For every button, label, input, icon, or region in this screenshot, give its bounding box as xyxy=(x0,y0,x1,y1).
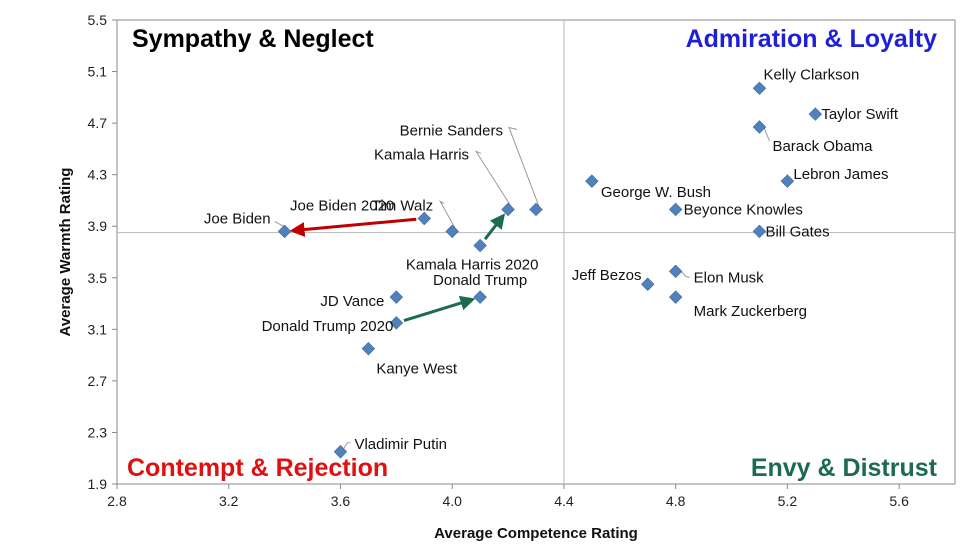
x-tick-label: 2.8 xyxy=(107,493,127,509)
point-label-jd-vance: JD Vance xyxy=(320,293,384,310)
x-tick-label: 5.2 xyxy=(778,493,798,509)
point-marker-kamala-harris xyxy=(501,202,515,217)
point-marker-kanye-west xyxy=(361,341,376,356)
y-tick-label: 5.1 xyxy=(88,64,108,80)
point-marker-joe-biden-2020 xyxy=(417,211,431,226)
point-label-bill-gates: Bill Gates xyxy=(765,223,829,240)
x-tick-label: 4.4 xyxy=(554,493,574,509)
point-marker-kamala-harris-2020 xyxy=(473,238,487,253)
x-tick-label: 3.6 xyxy=(331,493,351,509)
point-marker-george-w-bush xyxy=(585,174,599,188)
point-label-barack-obama: Barack Obama xyxy=(772,138,873,155)
y-tick-label: 3.9 xyxy=(88,218,108,234)
point-label-mark-zuckerberg: Mark Zuckerberg xyxy=(694,303,807,320)
leader-line-bernie-sanders xyxy=(508,126,540,207)
point-label-taylor-swift: Taylor Swift xyxy=(821,106,899,123)
y-tick-label: 2.7 xyxy=(88,373,108,389)
point-marker-mark-zuckerberg xyxy=(668,290,683,304)
point-marker-joe-biden xyxy=(277,224,292,239)
point-marker-lebron-james xyxy=(780,174,795,188)
point-label-elon-musk: Elon Musk xyxy=(694,269,765,286)
point-label-bernie-sanders: Bernie Sanders xyxy=(400,122,503,139)
leader-line-tim-walz xyxy=(438,200,456,229)
quadrant-label-envy-distrust: Envy & Distrust xyxy=(751,454,938,482)
y-tick-label: 3.1 xyxy=(88,321,108,337)
y-tick-label: 2.3 xyxy=(88,424,108,440)
point-marker-tim-walz xyxy=(445,224,459,239)
point-marker-jd-vance xyxy=(389,290,404,304)
point-label-joe-biden-2020: Joe Biden 2020 xyxy=(290,197,394,214)
point-label-donald-trump: Donald Trump xyxy=(433,272,527,289)
point-marker-barack-obama xyxy=(752,120,767,134)
point-marker-jeff-bezos xyxy=(641,277,655,291)
arrow-joe-biden-2020 xyxy=(289,217,417,238)
x-tick-label: 5.6 xyxy=(889,493,909,509)
point-label-kanye-west: Kanye West xyxy=(376,361,457,378)
point-label-kamala-harris-2020: Kamala Harris 2020 xyxy=(406,257,539,274)
point-marker-bernie-sanders xyxy=(529,202,543,217)
point-marker-vladimir-putin xyxy=(333,445,348,459)
point-label-kelly-clarkson: Kelly Clarkson xyxy=(763,66,859,83)
point-marker-taylor-swift xyxy=(808,107,823,121)
point-label-joe-biden: Joe Biden xyxy=(204,210,271,227)
y-tick-label: 1.9 xyxy=(88,476,108,492)
quadrant-label-contempt-rejection: Contempt & Rejection xyxy=(127,454,388,482)
quadrant-label-admiration-loyalty: Admiration & Loyalty xyxy=(686,25,938,53)
point-marker-donald-trump xyxy=(473,290,487,304)
y-axis-title: Average Warmth Rating xyxy=(57,168,74,337)
point-marker-kelly-clarkson xyxy=(752,81,767,96)
point-label-tim-walz: Tim Walz xyxy=(372,197,433,214)
point-marker-beyonce-knowles xyxy=(668,202,683,217)
point-label-vladimir-putin: Vladimir Putin xyxy=(354,436,447,453)
point-marker-elon-musk xyxy=(668,264,683,279)
arrow-kamala-harris-2020 xyxy=(483,213,506,241)
point-label-beyonce-knowles: Beyonce Knowles xyxy=(684,201,803,218)
point-marker-bill-gates xyxy=(752,224,767,239)
y-tick-label: 4.3 xyxy=(88,167,108,183)
point-label-jeff-bezos: Jeff Bezos xyxy=(572,267,642,284)
y-tick-label: 4.7 xyxy=(88,115,108,131)
point-label-donald-trump-2020: Donald Trump 2020 xyxy=(262,318,394,335)
leader-line-vladimir-putin xyxy=(343,442,351,450)
x-tick-label: 4.8 xyxy=(666,493,686,509)
plot-frame xyxy=(116,19,956,485)
point-marker-donald-trump-2020 xyxy=(389,316,404,330)
point-label-george-w-bush: George W. Bush xyxy=(601,184,711,201)
quadrant-label-sympathy-neglect: Sympathy & Neglect xyxy=(132,25,374,53)
x-axis-title: Average Competence Rating xyxy=(434,525,638,542)
point-label-kamala-harris: Kamala Harris xyxy=(374,146,469,163)
y-tick-label: 3.5 xyxy=(88,270,108,286)
leader-line-kamala-harris xyxy=(474,150,512,207)
x-tick-label: 3.2 xyxy=(219,493,239,509)
arrow-donald-trump-2020 xyxy=(403,295,476,322)
x-tick-label: 4.0 xyxy=(442,493,462,509)
y-tick-label: 5.5 xyxy=(88,12,108,28)
point-label-lebron-james: Lebron James xyxy=(793,166,888,183)
